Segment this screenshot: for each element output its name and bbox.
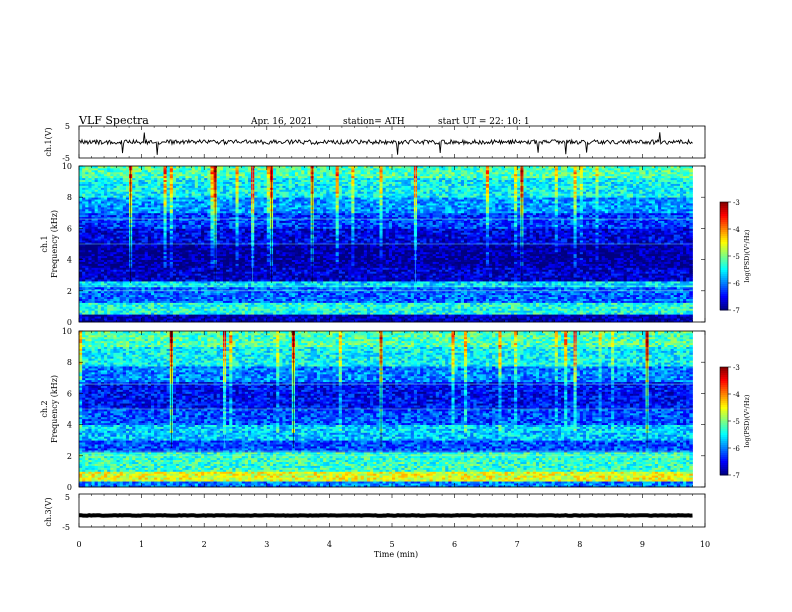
ch1-waveform-panel: 5 -5 ch.1(V) — [44, 122, 705, 163]
ch1-ytick-top: 5 — [65, 122, 70, 131]
ch1-spectrogram-image — [79, 166, 693, 322]
station-label: station= ATH — [343, 117, 405, 127]
date-label: Apr. 16, 2021 — [250, 117, 312, 127]
ch1-waveform-trace — [79, 132, 693, 155]
start-time-label: start UT = 22: 10: 1 — [438, 117, 530, 127]
ch1-waveform-ylabel: ch.1(V) — [44, 127, 53, 156]
figure-title: VLF Spectra — [78, 114, 149, 127]
